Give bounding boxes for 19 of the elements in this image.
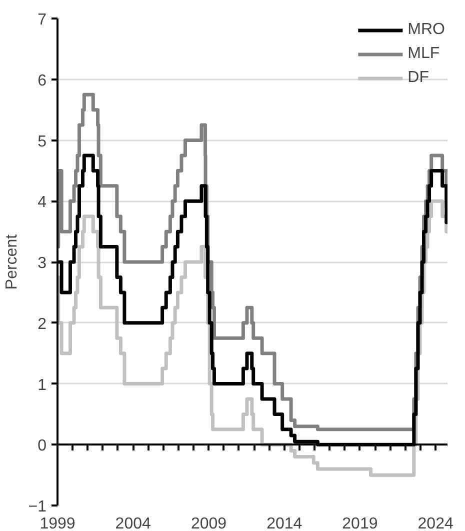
x-tick-label: 2014 <box>266 516 302 531</box>
y-tick-label: 7 <box>38 12 47 28</box>
y-tick-label: 1 <box>38 376 47 394</box>
legend-label: DF <box>408 69 429 87</box>
y-tick-label: 2 <box>38 316 47 333</box>
y-tick-label: 5 <box>38 133 47 150</box>
legend-label: MRO <box>408 21 445 39</box>
y-tick-label: 0 <box>38 438 47 455</box>
x-tick-label: 2024 <box>418 516 454 531</box>
y-tick-label: 3 <box>38 255 47 272</box>
x-tick-label: 2019 <box>342 516 378 531</box>
legend-label: MLF <box>408 45 440 63</box>
x-tick-label: 2009 <box>190 516 227 531</box>
y-tick-label: 6 <box>38 72 47 90</box>
x-tick-label: 1999 <box>40 516 76 531</box>
y-axis-title: Percent <box>3 234 20 290</box>
x-tick-label: 2004 <box>115 516 152 531</box>
y-tick-label: 4 <box>38 194 47 212</box>
y-tick-label: −1 <box>28 498 47 516</box>
